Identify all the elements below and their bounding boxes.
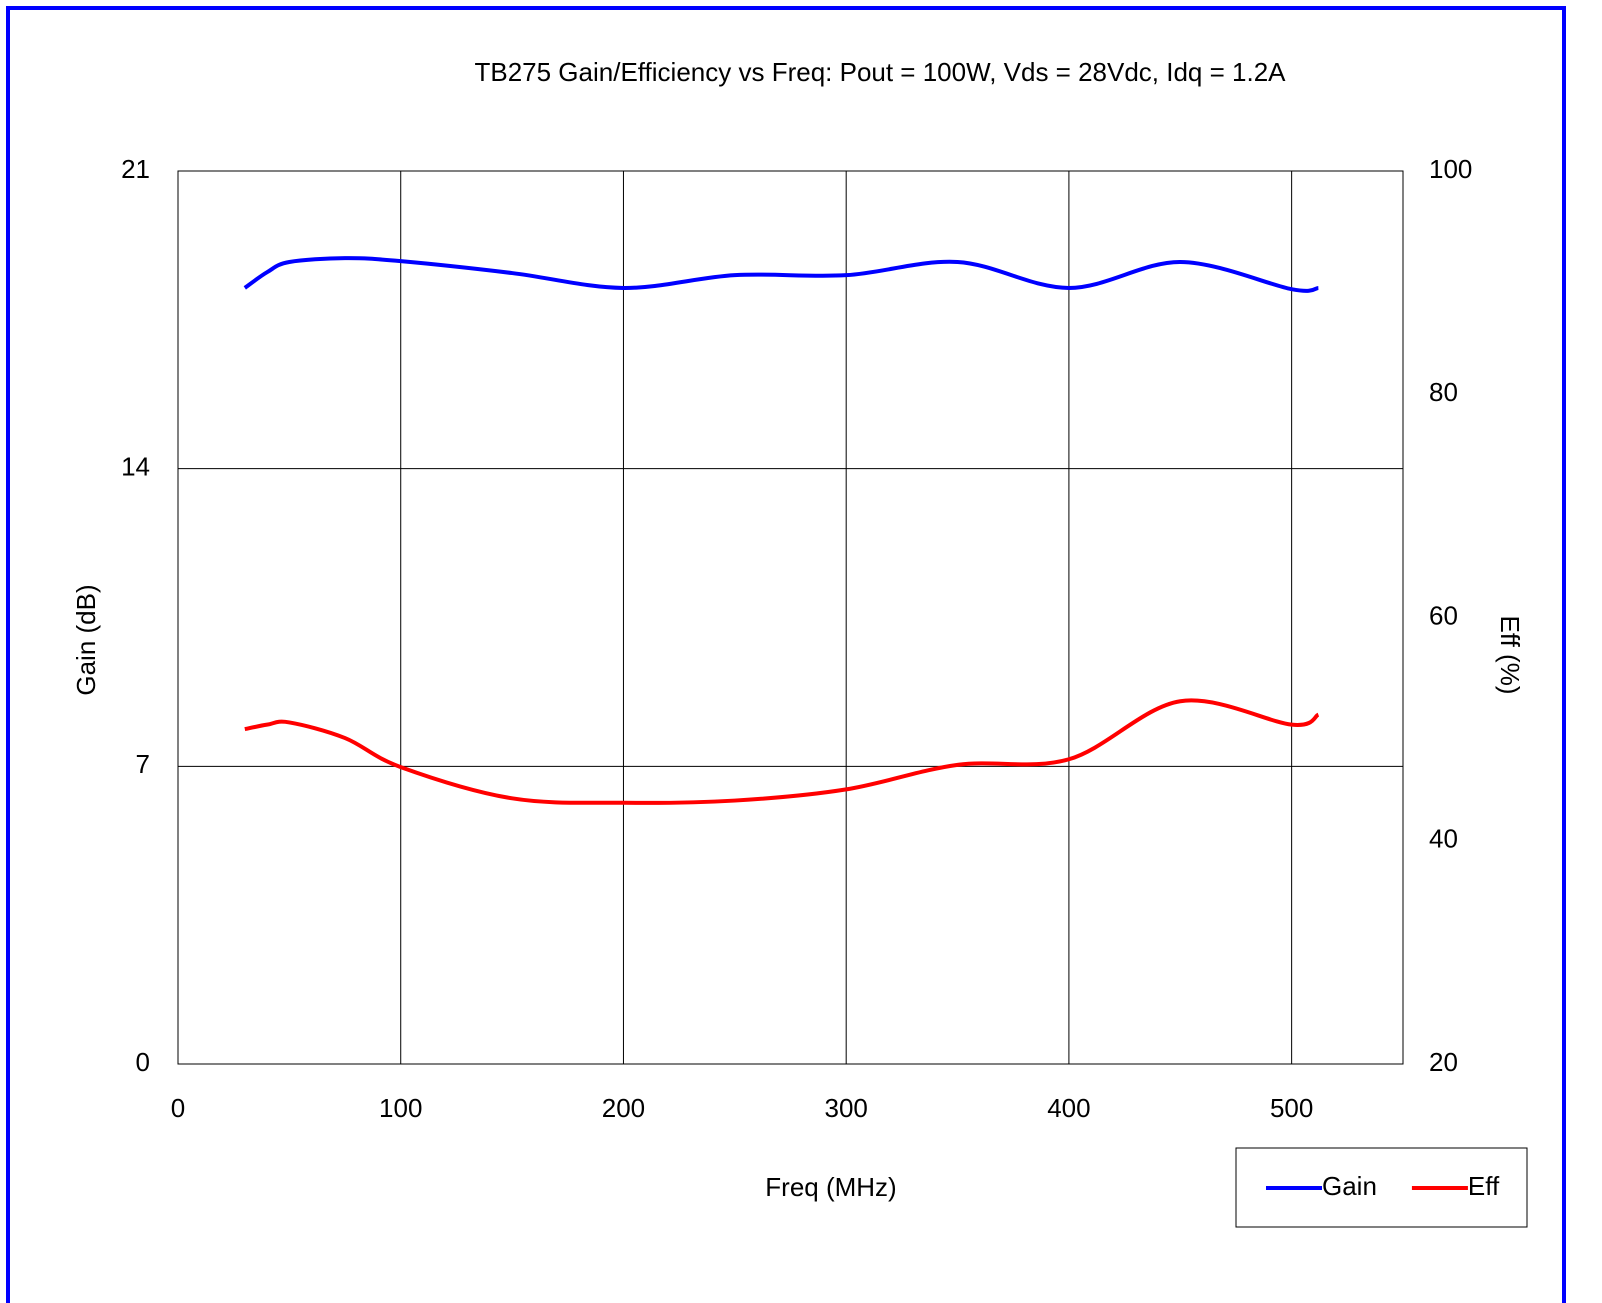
legend-box [1235, 1147, 1528, 1228]
y2-tick-label: 20 [1429, 1047, 1458, 1077]
y-tick-label: 7 [136, 749, 150, 779]
series-line [244, 698, 1320, 805]
page-frame [6, 6, 1566, 1303]
x-tick-label: 400 [1047, 1093, 1090, 1123]
series-line [243, 256, 1319, 293]
x-tick-label: 200 [602, 1093, 645, 1123]
y2-axis-label: Eff (%) [1495, 616, 1525, 695]
y2-tick-label: 80 [1429, 377, 1458, 407]
x-tick-label: 0 [171, 1093, 185, 1123]
legend-label: Gain [1322, 1171, 1377, 1201]
y-tick-label: 14 [121, 452, 150, 482]
y2-tick-label: 100 [1429, 154, 1472, 184]
legend-label: Eff [1468, 1171, 1500, 1201]
y-axis-label: Gain (dB) [71, 584, 101, 695]
x-tick-label: 500 [1270, 1093, 1313, 1123]
x-axis-label: Freq (MHz) [765, 1172, 896, 1202]
y2-tick-label: 40 [1429, 824, 1458, 854]
x-tick-label: 100 [379, 1093, 422, 1123]
y-tick-label: 21 [121, 154, 150, 184]
chart-title: TB275 Gain/Efficiency vs Freq: Pout = 10… [474, 57, 1286, 87]
y-tick-label: 0 [136, 1047, 150, 1077]
y2-tick-label: 60 [1429, 600, 1458, 630]
plot-area [177, 170, 1404, 1065]
x-tick-label: 300 [824, 1093, 867, 1123]
